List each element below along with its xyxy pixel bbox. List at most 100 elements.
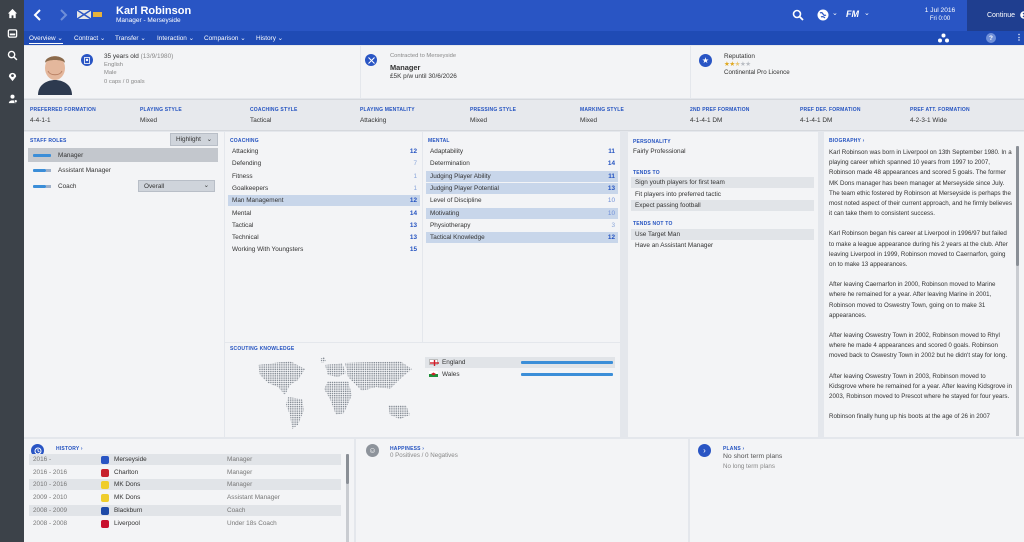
attribute-row[interactable]: Defending 7 bbox=[228, 158, 420, 169]
attribute-value: 14 bbox=[607, 160, 615, 168]
history-role: Assistant Manager bbox=[227, 494, 280, 502]
attribute-row[interactable]: Attacking 12 bbox=[228, 146, 420, 157]
attribute-row[interactable]: Goalkeepers 1 bbox=[228, 183, 420, 194]
bio-paragraph: After leaving Oswestry Town in 2003, Rob… bbox=[829, 372, 1012, 401]
coaching-style-label: COACHING STYLE bbox=[250, 107, 298, 113]
history-scrollbar[interactable] bbox=[346, 454, 349, 542]
staff-network-icon[interactable] bbox=[938, 33, 949, 45]
back-icon[interactable] bbox=[33, 8, 43, 24]
attribute-row[interactable]: Determination 14 bbox=[426, 158, 618, 169]
world-chevron-down-icon[interactable]: ⌄ bbox=[832, 10, 838, 17]
pressing-style-label: PRESSING STYLE bbox=[470, 107, 517, 113]
history-link[interactable]: HISTORY › bbox=[56, 446, 83, 452]
happiness-link[interactable]: HAPPINESS › bbox=[390, 446, 425, 452]
attribute-row[interactable]: Mental 14 bbox=[228, 208, 420, 219]
tab-transfer[interactable]: Transfer ⌄ bbox=[115, 35, 146, 42]
world-icon[interactable] bbox=[817, 9, 829, 23]
biography-scrollbar[interactable] bbox=[1016, 146, 1019, 436]
attribute-value: 10 bbox=[607, 197, 615, 205]
attribute-row[interactable]: Adaptability 11 bbox=[426, 146, 618, 157]
biography-text: Karl Robinson was born in Liverpool on 1… bbox=[829, 148, 1012, 435]
forward-icon[interactable] bbox=[58, 8, 68, 24]
continue-arrow-icon bbox=[1020, 10, 1024, 21]
positives-count: 0 Positives bbox=[390, 452, 420, 459]
tab-contract[interactable]: Contract ⌄ bbox=[74, 35, 106, 42]
attribute-value: 12 bbox=[607, 234, 615, 242]
role-label: Assistant Manager bbox=[58, 167, 111, 174]
help-icon[interactable]: ? bbox=[986, 33, 996, 43]
profile-panel: 35 years old (13/9/1980) English Male 0 … bbox=[24, 46, 360, 98]
top-bar: Karl Robinson Manager - Merseyside ⌄ FM … bbox=[24, 0, 1024, 31]
att-formation-label: PREF ATT. FORMATION bbox=[910, 107, 970, 113]
history-row[interactable]: 2008 - 2008 Liverpool Under 18s Coach bbox=[29, 518, 341, 529]
attribute-value: 14 bbox=[409, 209, 417, 217]
history-club[interactable]: Merseyside bbox=[114, 456, 147, 463]
coach-type-select[interactable]: Overall ⌄ bbox=[138, 180, 215, 192]
role-level-bar bbox=[33, 154, 51, 157]
search-icon[interactable] bbox=[792, 9, 804, 23]
fm-logo[interactable]: FM bbox=[846, 9, 859, 19]
history-row[interactable]: 2016 - Merseyside Manager bbox=[29, 454, 341, 465]
scout-icon[interactable] bbox=[5, 69, 19, 83]
attribute-row[interactable]: Working With Youngsters 15 bbox=[228, 244, 420, 255]
attribute-label: Working With Youngsters bbox=[232, 246, 304, 254]
scrollbar-thumb[interactable] bbox=[346, 454, 349, 484]
attribute-row[interactable]: Man Management 12 bbox=[228, 195, 420, 207]
def-formation-label: PREF DEF. FORMATION bbox=[800, 107, 861, 113]
attribute-row[interactable]: Judging Player Ability 11 bbox=[426, 170, 618, 182]
tab-history[interactable]: History ⌄ bbox=[256, 35, 284, 42]
fm-chevron-down-icon[interactable]: ⌄ bbox=[864, 10, 870, 17]
home-icon[interactable] bbox=[5, 6, 19, 20]
club-crest-icon bbox=[365, 54, 377, 66]
history-row[interactable]: 2009 - 2010 MK Dons Assistant Manager bbox=[29, 492, 341, 503]
playing-style-value: Mixed bbox=[140, 117, 158, 124]
history-panel: HISTORY › 2016 - Merseyside Manager 2016 - … bbox=[24, 439, 354, 542]
continue-button[interactable]: Continue bbox=[967, 0, 1024, 31]
highlight-dropdown[interactable]: Highlight ⌄ bbox=[170, 133, 218, 146]
role-row-manager[interactable]: Manager bbox=[28, 148, 218, 162]
history-role: Manager bbox=[227, 468, 253, 476]
gender: Male bbox=[104, 70, 117, 76]
more-menu-icon[interactable]: ⋮ bbox=[1015, 33, 1023, 42]
inbox-icon[interactable] bbox=[5, 26, 19, 40]
attribute-row[interactable]: Judging Player Potential 13 bbox=[426, 182, 618, 194]
attribute-row[interactable]: Motivating 10 bbox=[426, 207, 618, 219]
history-row[interactable]: 2016 - 2016 Charlton Manager bbox=[29, 467, 341, 478]
history-club[interactable]: MK Dons bbox=[114, 481, 141, 489]
staff-icon[interactable] bbox=[5, 91, 19, 105]
knowledge-row-wales[interactable]: Wales bbox=[425, 369, 615, 380]
attribute-row[interactable]: Tactical 13 bbox=[228, 220, 420, 231]
reputation-label: Reputation bbox=[724, 53, 755, 60]
plans-link[interactable]: PLANS › bbox=[723, 446, 745, 452]
knowledge-row-england[interactable]: England bbox=[425, 357, 615, 368]
role-row-coach[interactable]: Coach bbox=[28, 181, 218, 192]
scrollbar-thumb[interactable] bbox=[1016, 146, 1019, 266]
search-icon[interactable] bbox=[5, 48, 19, 62]
history-club[interactable]: Blackburn bbox=[114, 506, 143, 514]
wales-flag-icon bbox=[429, 371, 438, 377]
history-club[interactable]: Liverpool bbox=[114, 519, 140, 527]
attribute-row[interactable]: Tactical Knowledge 12 bbox=[426, 232, 618, 244]
attribute-row[interactable]: Technical 13 bbox=[228, 232, 420, 243]
plans-title: PLANS bbox=[723, 446, 741, 452]
happiness-summary: 0 Positives / 0 Negatives bbox=[390, 452, 458, 459]
attribute-row[interactable]: Level of Discipline 10 bbox=[426, 195, 618, 206]
attribute-row[interactable]: Fitness 1 bbox=[228, 171, 420, 182]
tab-comparison[interactable]: Comparison ⌄ bbox=[204, 35, 246, 42]
history-row[interactable]: 2010 - 2016 MK Dons Manager bbox=[29, 479, 341, 491]
history-row[interactable]: 2008 - 2009 Blackburn Coach bbox=[29, 504, 341, 516]
history-club[interactable]: Charlton bbox=[114, 468, 139, 476]
age-line: 35 years old (13/9/1980) bbox=[104, 53, 173, 60]
attribute-value: 11 bbox=[608, 172, 615, 180]
second-formation-label: 2ND PREF FORMATION bbox=[690, 107, 750, 113]
biography-link[interactable]: BIOGRAPHY › bbox=[829, 138, 865, 144]
role-row-assistant-manager[interactable]: Assistant Manager bbox=[28, 165, 218, 176]
attribute-row[interactable]: Physiotherapy 3 bbox=[426, 220, 618, 231]
tab-overview[interactable]: Overview ⌄ bbox=[29, 35, 63, 44]
personality-panel: PERSONALITY Fairly Professional TENDS TO… bbox=[628, 132, 818, 437]
role-label: Coach bbox=[58, 183, 77, 190]
dob-text: (13/9/1980) bbox=[140, 53, 174, 60]
history-club[interactable]: MK Dons bbox=[114, 494, 141, 502]
continue-label: Continue bbox=[986, 12, 1016, 19]
tab-interaction[interactable]: Interaction ⌄ bbox=[157, 35, 194, 42]
